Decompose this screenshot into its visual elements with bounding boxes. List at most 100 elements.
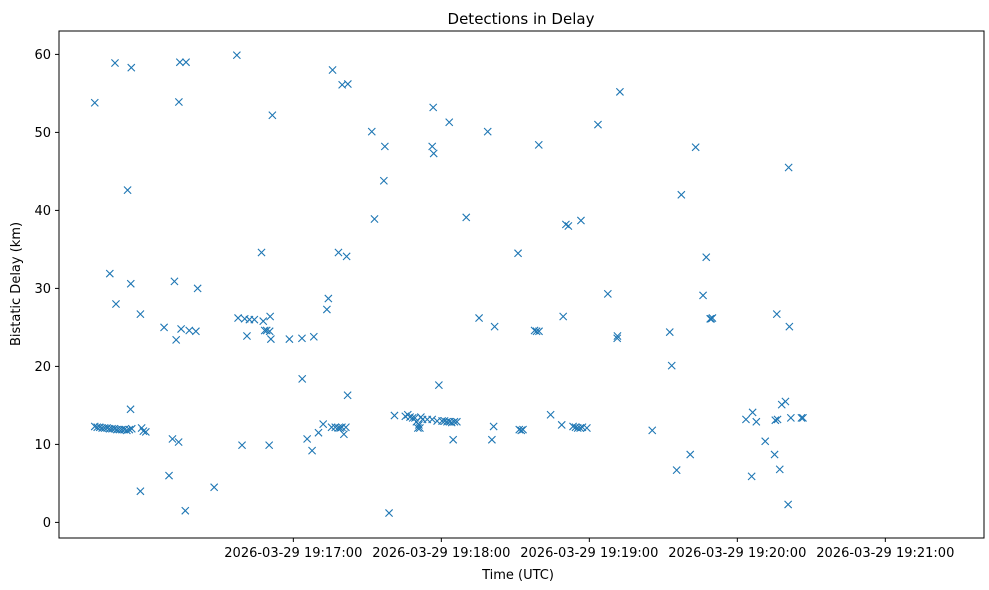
data-point xyxy=(564,222,573,230)
data-point xyxy=(603,289,612,298)
data-point xyxy=(748,408,757,417)
data-point xyxy=(136,310,145,319)
data-point xyxy=(761,437,770,446)
data-point xyxy=(771,416,780,425)
data-point xyxy=(234,314,243,323)
data-point xyxy=(319,420,328,429)
data-point xyxy=(337,423,346,432)
data-point xyxy=(262,326,271,335)
data-point xyxy=(665,328,674,337)
data-point xyxy=(546,410,555,419)
data-point xyxy=(185,326,194,335)
data-point xyxy=(452,417,461,426)
plot-area: 2026-03-29 19:17:00 2026-03-29 19:18:00 20… xyxy=(34,30,985,561)
data-point xyxy=(518,425,527,434)
data-point xyxy=(126,279,135,288)
data-point xyxy=(708,314,717,323)
data-point xyxy=(324,294,333,303)
data-point xyxy=(532,327,541,336)
data-point xyxy=(111,300,120,308)
data-point xyxy=(160,323,169,332)
data-point xyxy=(370,214,379,223)
data-point xyxy=(747,472,756,481)
data-point xyxy=(775,465,784,474)
x-tick-label: 2026-03-29 19:17:00 xyxy=(224,546,362,561)
data-point xyxy=(238,441,247,450)
data-point xyxy=(309,332,318,341)
data-point xyxy=(534,140,543,149)
data-point xyxy=(175,58,184,67)
data-point xyxy=(429,103,438,112)
data-point xyxy=(172,335,181,344)
data-point xyxy=(702,253,711,262)
data-point xyxy=(367,127,376,136)
data-point xyxy=(677,190,686,199)
data-point xyxy=(268,111,277,120)
data-point xyxy=(797,413,806,422)
data-point xyxy=(193,284,202,293)
data-point xyxy=(667,361,676,370)
x-tick-label: 2026-03-29 19:18:00 xyxy=(372,546,510,561)
data-point xyxy=(210,483,219,492)
data-point xyxy=(648,426,657,435)
data-point xyxy=(297,334,306,343)
data-points xyxy=(90,51,807,518)
data-point xyxy=(250,315,259,324)
x-tick-label: 2026-03-29 19:21:00 xyxy=(816,546,954,561)
data-point xyxy=(342,252,351,261)
data-point xyxy=(343,80,352,89)
data-point xyxy=(569,422,578,431)
data-point xyxy=(170,277,179,286)
data-point xyxy=(327,423,336,432)
data-point xyxy=(557,420,566,429)
data-point xyxy=(434,381,443,390)
data-point xyxy=(514,249,523,258)
data-point xyxy=(334,248,343,257)
data-point xyxy=(449,435,458,444)
data-point xyxy=(487,435,496,444)
data-point xyxy=(136,487,145,496)
data-point xyxy=(165,471,174,480)
data-point xyxy=(784,500,793,509)
y-tick-label: 60 xyxy=(34,48,51,63)
data-point xyxy=(475,314,484,323)
data-point xyxy=(613,334,622,343)
data-point xyxy=(672,466,681,475)
data-point xyxy=(691,143,700,152)
data-point xyxy=(517,426,526,435)
data-point xyxy=(341,423,350,432)
data-point xyxy=(706,314,715,323)
data-point xyxy=(489,422,498,431)
data-point xyxy=(699,291,708,300)
data-point xyxy=(429,149,438,158)
data-point xyxy=(781,397,790,406)
data-point xyxy=(784,163,793,172)
y-axis-ticks: 0 10 20 30 40 50 60 xyxy=(34,48,59,531)
data-point xyxy=(308,446,317,455)
data-point xyxy=(303,434,312,443)
data-point xyxy=(123,186,132,195)
data-point xyxy=(741,415,750,424)
data-point xyxy=(265,327,274,336)
axes-frame xyxy=(58,30,985,539)
data-point xyxy=(181,506,190,515)
data-point xyxy=(380,142,389,151)
chart-title: Detections in Delay xyxy=(448,10,595,28)
data-point xyxy=(127,63,136,72)
data-point xyxy=(490,322,499,331)
data-point xyxy=(314,428,323,437)
data-point xyxy=(168,434,177,443)
data-point xyxy=(328,66,337,74)
data-point xyxy=(613,331,622,340)
data-point xyxy=(285,335,294,344)
x-axis-label: Time (UTC) xyxy=(481,568,554,583)
data-point xyxy=(582,424,591,433)
data-point xyxy=(298,374,307,383)
data-point xyxy=(593,120,602,129)
data-point xyxy=(343,391,352,400)
data-point xyxy=(535,327,544,336)
y-tick-label: 0 xyxy=(43,516,51,531)
data-point xyxy=(266,312,275,321)
data-point xyxy=(615,87,624,96)
